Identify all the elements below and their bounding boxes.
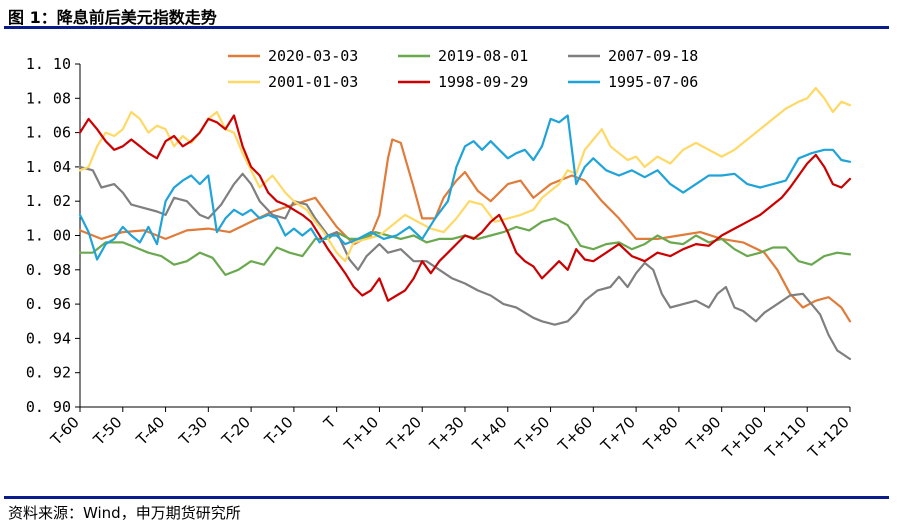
series-line-1995-07-06 [78, 114, 852, 261]
x-tick-label: T+100 [718, 413, 767, 462]
legend-label: 1995-07-06 [608, 73, 698, 91]
figure-title: 图 1：降息前后美元指数走势 [8, 8, 217, 27]
x-tick-label: T [320, 413, 341, 434]
x-tick-label: T+50 [511, 413, 553, 455]
x-tick-label: T-20 [218, 413, 254, 449]
y-tick-label: 1. 10 [26, 55, 71, 73]
legend: 2020-03-03 2019-08-01 2007-09-18 2001-01-03… [228, 47, 698, 91]
legend-label: 2001-01-03 [268, 73, 358, 91]
source-note: 资料来源：Wind，申万期货研究所 [8, 504, 241, 522]
axes: 0. 90 0. 92 0. 94 0. 96 0. 98 1. 00 1. 02 1. 04… [26, 55, 853, 462]
y-tick-label: 0. 96 [26, 295, 71, 313]
y-tick-label: 1. 08 [26, 89, 71, 107]
series-line-1998-09-29 [78, 114, 852, 302]
y-tick-label: 1. 06 [26, 124, 71, 142]
x-tick-label: T-30 [175, 413, 211, 449]
y-tick-label: 0. 98 [26, 261, 71, 279]
series-line-2019-08-01 [78, 217, 852, 276]
legend-label: 2019-08-01 [438, 47, 528, 65]
legend-label: 1998-09-29 [438, 73, 528, 91]
y-tick-label: 1. 04 [26, 158, 71, 176]
y-tick-label: 0. 94 [26, 329, 71, 347]
top-rule [4, 26, 889, 29]
x-tick-label: T+70 [597, 413, 639, 455]
y-tick-label: 1. 02 [26, 192, 71, 210]
y-tick-label: 0. 92 [26, 364, 71, 382]
line-chart: 0. 90 0. 92 0. 94 0. 96 0. 98 1. 00 1. 02 1. 04… [26, 47, 853, 462]
bottom-rule [4, 496, 889, 499]
legend-label: 2007-09-18 [608, 47, 698, 65]
x-tick-label: T+120 [804, 413, 853, 462]
y-tick-label: 0. 90 [26, 398, 71, 416]
x-tick-label: T-50 [89, 413, 125, 449]
x-tick-label: T-40 [132, 413, 168, 449]
legend-label: 2020-03-03 [268, 47, 358, 65]
series-lines [78, 86, 852, 361]
x-tick-label: T+110 [761, 413, 810, 462]
x-tick-label: T+20 [383, 413, 425, 455]
x-tick-label: T+40 [468, 413, 510, 455]
y-tick-label: 1. 00 [26, 227, 71, 245]
series-line-2020-03-03 [78, 138, 852, 323]
x-tick-label: T-10 [260, 413, 296, 449]
x-tick-label: T+80 [639, 413, 681, 455]
x-tick-label: T+30 [426, 413, 468, 455]
series-line-2007-09-18 [78, 165, 852, 361]
x-tick-label: T+60 [554, 413, 596, 455]
series-line-2001-01-03 [78, 86, 852, 263]
x-tick-label: T-60 [47, 413, 83, 449]
x-tick-label: T+10 [340, 413, 382, 455]
